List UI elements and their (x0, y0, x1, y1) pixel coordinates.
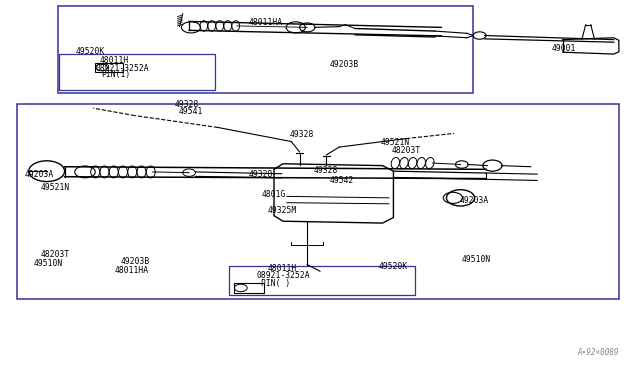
Text: 49520K: 49520K (76, 47, 106, 56)
Text: 49203A: 49203A (25, 170, 54, 179)
Text: 49203B: 49203B (121, 257, 150, 266)
Text: 4801G: 4801G (261, 190, 285, 199)
Text: 49541: 49541 (178, 108, 203, 116)
Text: 49001: 49001 (551, 44, 575, 53)
Text: 49542: 49542 (330, 176, 354, 185)
Text: 08921-3252A: 08921-3252A (256, 271, 310, 280)
Text: 49328: 49328 (174, 100, 199, 109)
Text: 49325M: 49325M (268, 206, 297, 215)
Text: 48011H: 48011H (100, 56, 129, 65)
Text: A∙92×0089: A∙92×0089 (577, 348, 619, 357)
Text: 49203A: 49203A (460, 196, 488, 205)
Text: 49203B: 49203B (330, 60, 359, 69)
Text: 49328: 49328 (248, 170, 273, 179)
Text: 49328: 49328 (314, 166, 338, 175)
Text: 08921-3252A: 08921-3252A (95, 64, 149, 73)
Text: 48203T: 48203T (40, 250, 70, 259)
Text: 49510N: 49510N (462, 255, 491, 264)
Text: 49521N: 49521N (381, 138, 410, 147)
Text: 49520K: 49520K (379, 262, 408, 271)
Text: 48203T: 48203T (392, 146, 420, 155)
Text: 48011H: 48011H (268, 264, 297, 273)
Text: 49521N: 49521N (40, 183, 70, 192)
Text: 49510N: 49510N (34, 259, 63, 267)
Text: 48011HA: 48011HA (115, 266, 148, 275)
Text: PIN(1): PIN(1) (102, 70, 131, 79)
Text: PIN( ): PIN( ) (261, 279, 291, 288)
Text: 49328: 49328 (289, 129, 314, 139)
Text: 48011HA: 48011HA (248, 19, 283, 28)
